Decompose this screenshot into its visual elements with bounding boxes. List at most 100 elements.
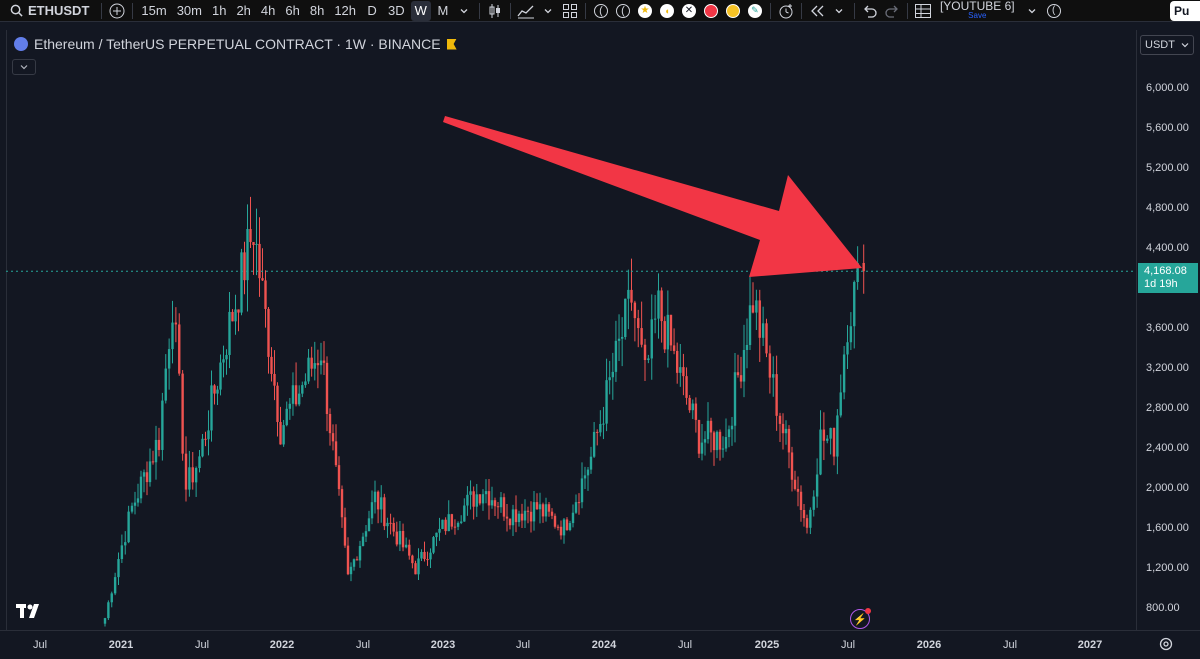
candle-down <box>672 345 676 351</box>
separator <box>132 2 134 19</box>
banana-icon[interactable]: ◖ <box>656 1 678 21</box>
candle-up <box>568 523 572 531</box>
star-icon[interactable]: ★ <box>634 1 656 21</box>
candle-up <box>432 537 435 553</box>
alert-clock-icon[interactable] <box>775 1 797 21</box>
lightning-icon[interactable]: ⚡ <box>850 608 871 629</box>
tradingview-logo[interactable] <box>16 604 44 623</box>
undo-icon[interactable] <box>859 1 881 21</box>
candle-up <box>133 502 137 506</box>
candle-down <box>231 311 234 322</box>
save-label[interactable]: Save <box>968 10 987 20</box>
separator <box>853 2 855 19</box>
interval-3d[interactable]: 3D <box>388 3 405 18</box>
chevron-down-icon[interactable] <box>453 1 475 21</box>
cross-icon[interactable]: ✕ <box>678 1 700 21</box>
red-dot-icon[interactable] <box>700 1 722 21</box>
candle-up <box>849 326 853 343</box>
time-tick-label: 2024 <box>591 639 617 651</box>
chevron-down-icon[interactable] <box>1021 1 1043 21</box>
candle-up <box>301 385 304 394</box>
currency-select[interactable]: USDT <box>1140 35 1194 55</box>
brace-icon[interactable]: ( <box>590 1 612 21</box>
candle-up <box>420 551 423 559</box>
candle-down <box>796 488 800 492</box>
layout-icon[interactable] <box>912 1 934 21</box>
candle-down <box>862 262 865 272</box>
time-tick-label: 2025 <box>754 639 780 651</box>
candle-up <box>809 509 812 528</box>
symbol-search[interactable]: ETHUSDT <box>0 0 97 21</box>
candle-down <box>550 511 554 516</box>
interval-m[interactable]: M <box>437 3 449 18</box>
candle-down <box>637 318 640 329</box>
candle-up <box>386 522 389 527</box>
candle-down <box>758 300 761 338</box>
replay-icon[interactable] <box>806 1 828 21</box>
candle-up <box>469 491 472 495</box>
candle-down <box>565 519 569 531</box>
price-tick-label: 2,000.00 <box>1146 482 1189 494</box>
candle-down <box>328 414 332 434</box>
interval-6h[interactable]: 6h <box>285 3 300 18</box>
layout-name[interactable]: [YOUTUBE 6] Save <box>934 0 1021 21</box>
compare-add-icon[interactable] <box>106 1 128 21</box>
indicators-icon[interactable] <box>515 1 537 21</box>
candle-up <box>466 494 469 506</box>
chevron-down-icon[interactable] <box>537 1 559 21</box>
interval-d[interactable]: D <box>367 3 377 18</box>
brace-icon[interactable]: ( <box>612 1 634 21</box>
interval-4h[interactable]: 4h <box>260 3 276 18</box>
templates-grid-icon[interactable] <box>559 1 581 21</box>
chevron-down-icon[interactable] <box>828 1 850 21</box>
gear-icon[interactable] <box>1158 636 1174 652</box>
candle-down <box>697 419 701 454</box>
candle-down <box>496 506 500 508</box>
candle-up <box>435 532 438 538</box>
candle-up <box>373 491 377 503</box>
candle-up <box>653 318 657 320</box>
candle-up <box>130 505 134 512</box>
time-axis[interactable] <box>0 630 1200 659</box>
interval-8h[interactable]: 8h <box>309 3 325 18</box>
redo-icon[interactable] <box>881 1 903 21</box>
candle-down <box>264 280 267 309</box>
candle-up <box>602 423 605 425</box>
interval-w[interactable]: W <box>410 0 431 21</box>
candle-down <box>633 302 637 319</box>
interval-12h[interactable]: 12h <box>334 3 357 18</box>
candle-up <box>234 309 237 322</box>
candle-up <box>228 311 231 355</box>
yellow-dot-icon[interactable] <box>722 1 744 21</box>
candle-down <box>376 491 380 510</box>
legend-collapse-button[interactable] <box>12 59 36 75</box>
flag-icon[interactable] <box>446 38 457 50</box>
price-tick-label: 1,600.00 <box>1146 522 1189 534</box>
candle-up <box>124 542 127 546</box>
candle-up <box>611 371 615 378</box>
candle-up <box>755 300 758 313</box>
candle-up <box>120 545 124 560</box>
candlestick-chart[interactable] <box>0 0 1136 630</box>
pencil-icon[interactable]: ✎ <box>744 1 766 21</box>
candle-down <box>401 530 405 548</box>
candle-up <box>727 429 731 438</box>
candle-down <box>768 353 772 378</box>
brace-icon[interactable]: ( <box>1043 1 1065 21</box>
interval-15m[interactable]: 15m <box>141 3 167 18</box>
candle-down <box>331 433 335 442</box>
candle-up <box>580 478 584 503</box>
candles-icon[interactable] <box>484 1 506 21</box>
candle-up <box>429 552 432 560</box>
price-axis[interactable] <box>1136 30 1200 630</box>
time-tick-label: Jul <box>840 639 856 651</box>
candle-up <box>826 438 829 441</box>
interval-1h[interactable]: 1h <box>211 3 227 18</box>
interval-2h[interactable]: 2h <box>236 3 251 18</box>
price-tick-label: 2,800.00 <box>1146 402 1189 414</box>
interval-30m[interactable]: 30m <box>176 3 202 18</box>
price-tick-label: 5,600.00 <box>1146 122 1189 134</box>
candle-up <box>352 559 356 567</box>
publish-button[interactable]: Pu <box>1170 1 1200 21</box>
candle-down <box>790 452 794 480</box>
